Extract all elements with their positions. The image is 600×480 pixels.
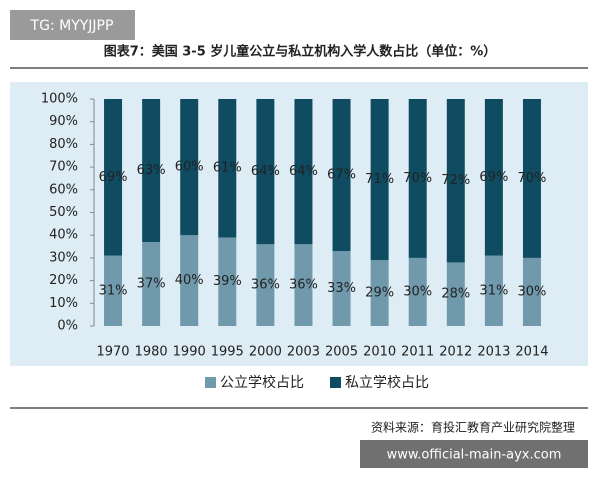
legend-swatch (330, 377, 341, 388)
value-label: 69% (479, 170, 508, 185)
y-tick-label: 80% (49, 137, 78, 152)
x-tick-label: 2014 (515, 345, 548, 360)
url-text: www.official-main-ayx.com (387, 448, 562, 463)
bar-segment (104, 255, 123, 326)
x-tick-label: 2005 (325, 345, 358, 360)
value-label: 70% (403, 171, 432, 186)
bar-segment (218, 99, 237, 238)
value-label: 60% (175, 160, 204, 175)
bar-segment (408, 257, 427, 326)
value-label: 63% (137, 163, 166, 178)
y-tick-label: 100% (41, 92, 78, 107)
x-tick-label: 2011 (401, 345, 434, 360)
chart-title: 图表7：美国 3-5 岁儿童公立与私立机构入学人数占比（单位：%） (104, 44, 497, 60)
bar-segment (446, 99, 465, 263)
x-tick-label: 2013 (477, 345, 510, 360)
bar-segment (408, 99, 427, 258)
y-tick-label: 10% (49, 296, 78, 311)
value-label: 70% (518, 171, 547, 186)
x-tick-label: 2000 (249, 345, 282, 360)
value-label: 36% (289, 278, 318, 293)
y-tick-label: 20% (49, 273, 78, 288)
value-label: 61% (213, 161, 242, 176)
x-tick-label: 1970 (96, 345, 129, 360)
bar-segment (294, 244, 313, 326)
bar-segment (522, 257, 541, 326)
tag-text: TG: MYYJJPP (30, 18, 114, 34)
y-tick-label: 90% (49, 114, 78, 129)
bar-segment (522, 99, 541, 258)
value-label: 29% (365, 286, 394, 301)
y-tick-label: 40% (49, 228, 78, 243)
x-tick-label: 1980 (135, 345, 168, 360)
legend-label: 私立学校占比 (345, 374, 429, 391)
y-tick-label: 50% (49, 205, 78, 220)
x-tick-label: 1995 (211, 345, 244, 360)
y-tick-label: 60% (49, 182, 78, 197)
bar-segment (256, 99, 275, 245)
bar-segment (484, 99, 503, 256)
bar-segment (142, 99, 161, 243)
url-box (360, 440, 588, 468)
bar-segment (142, 242, 161, 326)
value-label: 71% (365, 172, 394, 187)
value-label: 28% (441, 287, 470, 302)
value-label: 39% (213, 274, 242, 289)
y-tick-label: 30% (49, 250, 78, 265)
x-tick-label: 2010 (363, 345, 396, 360)
bar-segment (104, 99, 123, 256)
value-label: 69% (99, 170, 128, 185)
value-label: 30% (403, 284, 432, 299)
value-label: 72% (441, 173, 470, 188)
bar-segment (484, 255, 503, 326)
x-tick-label: 2012 (439, 345, 472, 360)
x-tick-label: 2003 (287, 345, 320, 360)
bar-segment (332, 251, 351, 326)
bar-segment (370, 99, 389, 261)
legend-swatch (205, 377, 216, 388)
bar-segment (180, 99, 199, 236)
value-label: 30% (518, 284, 547, 299)
bar-segment (370, 260, 389, 326)
value-label: 31% (479, 283, 508, 298)
bar-segment (446, 262, 465, 326)
x-tick-label: 1990 (173, 345, 206, 360)
bar-segment (332, 99, 351, 252)
bar-segment (256, 244, 275, 326)
value-label: 33% (327, 281, 356, 296)
value-label: 31% (99, 283, 128, 298)
source-note: 资料来源：育投汇教育产业研究院整理 (371, 420, 575, 435)
value-label: 36% (251, 278, 280, 293)
value-label: 40% (175, 273, 204, 288)
bar-segment (218, 237, 237, 326)
bar-segment (294, 99, 313, 245)
y-tick-label: 0% (57, 319, 78, 334)
legend-label: 公立学校占比 (220, 374, 304, 391)
value-label: 67% (327, 168, 356, 183)
value-label: 64% (289, 164, 318, 179)
value-label: 37% (137, 277, 166, 292)
value-label: 64% (251, 164, 280, 179)
bar-segment (180, 235, 199, 326)
tag-box (10, 10, 135, 40)
y-tick-label: 70% (49, 160, 78, 175)
